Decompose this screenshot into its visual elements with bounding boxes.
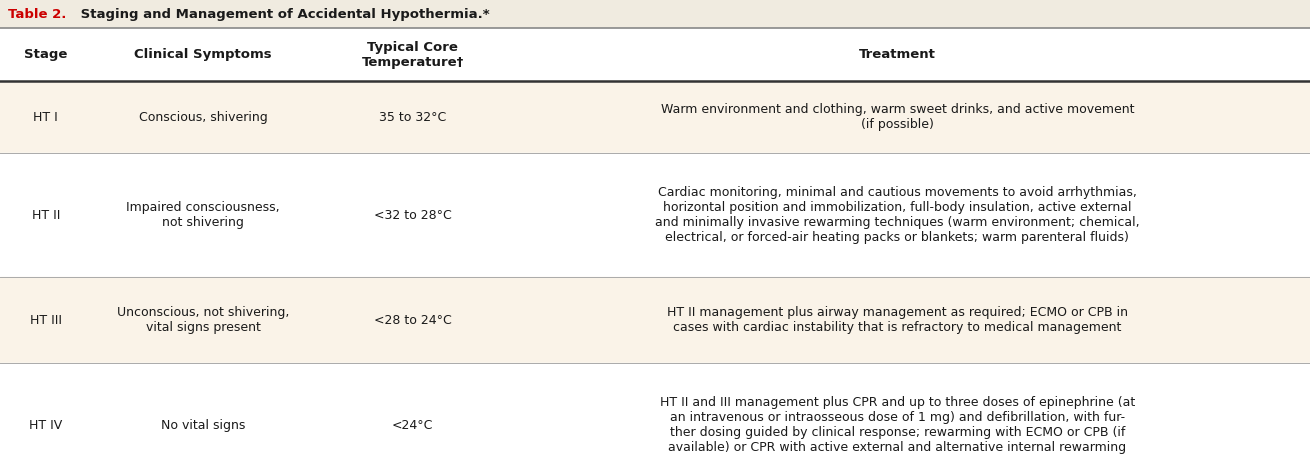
Text: HT IV: HT IV — [29, 419, 63, 431]
Text: No vital signs: No vital signs — [161, 419, 245, 431]
Text: Typical Core
Temperature†: Typical Core Temperature† — [362, 41, 464, 69]
Bar — [0, 0, 1310, 28]
Text: Stage: Stage — [24, 48, 68, 61]
Text: HT II management plus airway management as required; ECMO or CPB in
cases with c: HT II management plus airway management … — [667, 306, 1128, 334]
Text: <32 to 28°C: <32 to 28°C — [373, 209, 452, 222]
Bar — [0, 28, 1310, 81]
Text: Impaired consciousness,
not shivering: Impaired consciousness, not shivering — [126, 201, 280, 229]
Text: <28 to 24°C: <28 to 24°C — [373, 314, 452, 327]
Text: Cardiac monitoring, minimal and cautious movements to avoid arrhythmias,
horizon: Cardiac monitoring, minimal and cautious… — [655, 186, 1140, 244]
Text: Unconscious, not shivering,
vital signs present: Unconscious, not shivering, vital signs … — [117, 306, 290, 334]
Text: HT II and III management plus CPR and up to three doses of epinephrine (at
an in: HT II and III management plus CPR and up… — [660, 396, 1134, 454]
Bar — [0, 81, 1310, 153]
Text: HT II: HT II — [31, 209, 60, 222]
Text: Warm environment and clothing, warm sweet drinks, and active movement
(if possib: Warm environment and clothing, warm swee… — [660, 103, 1134, 131]
Bar — [0, 153, 1310, 277]
Text: Staging and Management of Accidental Hypothermia.*: Staging and Management of Accidental Hyp… — [76, 8, 490, 21]
Text: Clinical Symptoms: Clinical Symptoms — [134, 48, 272, 61]
Text: 35 to 32°C: 35 to 32°C — [379, 111, 447, 124]
Text: HT I: HT I — [34, 111, 58, 124]
Text: HT III: HT III — [30, 314, 62, 327]
Text: Table 2.: Table 2. — [8, 8, 67, 21]
Bar — [0, 363, 1310, 458]
Text: Treatment: Treatment — [859, 48, 935, 61]
Text: Conscious, shivering: Conscious, shivering — [139, 111, 267, 124]
Text: <24°C: <24°C — [392, 419, 434, 431]
Bar — [0, 277, 1310, 363]
